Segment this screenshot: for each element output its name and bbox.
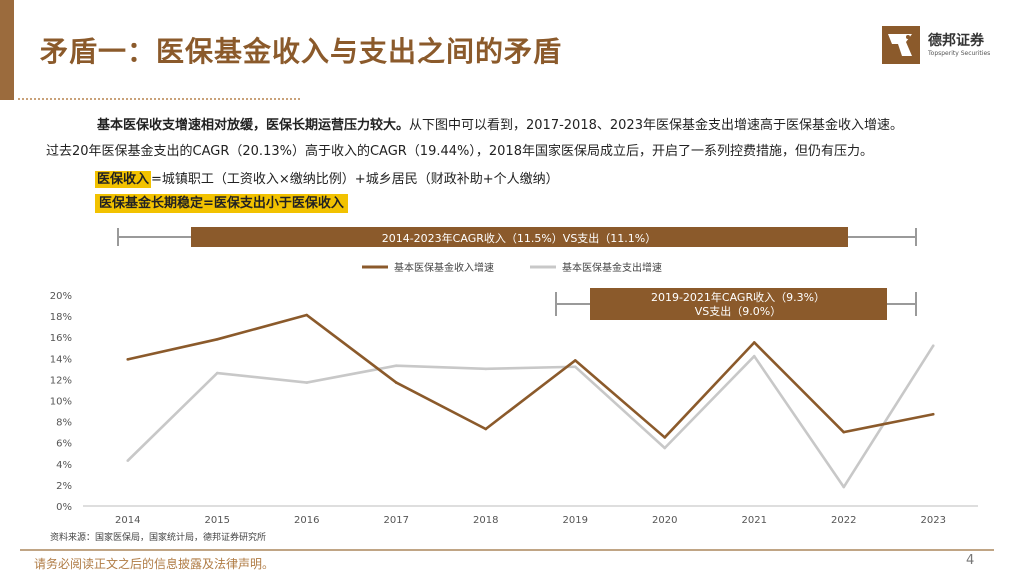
expense-point bbox=[215, 371, 219, 375]
expense-point bbox=[663, 446, 667, 450]
expense-point bbox=[573, 365, 577, 369]
legend-label: 基本医保基金收入增速 bbox=[394, 261, 494, 274]
source-note: 资料来源：国家医保局，国家统计局，德邦证券研究所 bbox=[50, 533, 267, 543]
legend-label: 基本医保基金支出增速 bbox=[562, 261, 662, 274]
paragraph-1-rest: 从下图中可以看到，2017-2018、2023年医保基金支出增速高于医保基金收入… bbox=[409, 118, 903, 133]
highlight-1-mark: 医保收入 bbox=[95, 171, 152, 188]
expense-point bbox=[394, 364, 398, 367]
footer-disclaimer: 请务必阅读正文之后的信息披露及法律声明。 bbox=[34, 557, 275, 571]
y-tick-label: 20% bbox=[50, 291, 72, 302]
x-tick-label: 2018 bbox=[473, 515, 498, 526]
top-cagr-label: 2014-2023年CAGR收入（11.5%）VS支出（11.1%） bbox=[382, 231, 657, 245]
expense-point bbox=[931, 344, 935, 347]
logo-subtitle: Topsperity Securities bbox=[928, 50, 991, 57]
income-point bbox=[752, 341, 756, 344]
income-point bbox=[215, 338, 219, 341]
x-tick-label: 2022 bbox=[831, 515, 856, 526]
paragraph-1: 基本医保收支增速相对放缓，医保长期运营压力较大。从下图中可以看到，2017-20… bbox=[97, 114, 903, 133]
expense-point bbox=[305, 381, 309, 384]
expense-point bbox=[126, 459, 130, 462]
expense-point bbox=[752, 354, 756, 358]
y-tick-label: 12% bbox=[50, 375, 72, 386]
y-tick-label: 2% bbox=[56, 481, 72, 492]
income-point bbox=[484, 427, 488, 431]
title-underline bbox=[18, 98, 300, 100]
company-logo: 德邦证券 Topsperity Securities bbox=[882, 26, 1002, 66]
chart-legend: 基本医保基金收入增速 基本医保基金支出增速 bbox=[362, 261, 662, 274]
x-tick-label: 2019 bbox=[563, 515, 588, 526]
page-title: 矛盾一：医保基金收入与支出之间的矛盾 bbox=[40, 35, 563, 68]
y-tick-label: 16% bbox=[50, 333, 72, 344]
income-point bbox=[305, 313, 309, 317]
page-number: 4 bbox=[966, 553, 975, 568]
logo-mark-icon bbox=[882, 26, 920, 64]
expense-growth-line bbox=[126, 344, 935, 489]
expense-point bbox=[842, 485, 846, 489]
income-point bbox=[126, 358, 130, 361]
income-point bbox=[931, 412, 935, 416]
y-tick-label: 0% bbox=[56, 502, 72, 513]
paragraph-2: 过去20年医保基金支出的CAGR（20.13%）高于收入的CAGR（19.44%… bbox=[46, 144, 873, 159]
highlight-1-rest: =城镇职工（工资收入×缴纳比例）+城乡居民（财政补助+个人缴纳） bbox=[151, 172, 559, 187]
y-tick-label: 8% bbox=[56, 418, 72, 429]
x-tick-label: 2015 bbox=[205, 515, 230, 526]
income-point bbox=[663, 436, 667, 439]
inner-cagr-annotation: 2019-2021年CAGR收入（9.3%） VS支出（9.0%） bbox=[555, 288, 917, 320]
left-accent-bar bbox=[0, 0, 14, 100]
y-tick-label: 14% bbox=[50, 354, 72, 365]
x-tick-label: 2014 bbox=[115, 515, 140, 526]
footer-divider bbox=[20, 549, 994, 551]
y-tick-label: 10% bbox=[50, 397, 72, 408]
highlight-1: 医保收入 =城镇职工（工资收入×缴纳比例）+城乡居民（财政补助+个人缴纳） bbox=[95, 168, 559, 188]
y-tick-label: 18% bbox=[50, 312, 72, 323]
x-tick-label: 2016 bbox=[294, 515, 319, 526]
highlight-2: 医保基金长期稳定=医保支出小于医保收入 bbox=[95, 194, 348, 213]
income-point bbox=[842, 430, 846, 434]
income-point bbox=[573, 359, 577, 362]
x-tick-label: 2023 bbox=[921, 515, 946, 526]
inner-cagr-label-1: 2019-2021年CAGR收入（9.3%） bbox=[651, 290, 825, 304]
income-point bbox=[394, 381, 398, 384]
x-tick-label: 2021 bbox=[742, 515, 767, 526]
y-tick-label: 4% bbox=[56, 460, 72, 471]
inner-cagr-label-2: VS支出（9.0%） bbox=[695, 304, 781, 318]
x-tick-label: 2020 bbox=[652, 515, 677, 526]
top-cagr-annotation: 2014-2023年CAGR收入（11.5%）VS支出（11.1%） bbox=[117, 227, 917, 247]
chart-axes: 0% 2% 4% 6% 8% 10% 12% 14% 16% 18% 20% 2014 2015 2016… bbox=[50, 291, 978, 526]
logo-name: 德邦证券 bbox=[928, 33, 984, 49]
expense-point bbox=[484, 367, 488, 371]
chart-lines bbox=[126, 313, 935, 489]
paragraph-1-bold: 基本医保收支增速相对放缓，医保长期运营压力较大。 bbox=[97, 118, 410, 133]
y-tick-label: 6% bbox=[56, 439, 72, 450]
income-growth-line bbox=[127, 313, 934, 439]
x-tick-label: 2017 bbox=[384, 515, 409, 526]
